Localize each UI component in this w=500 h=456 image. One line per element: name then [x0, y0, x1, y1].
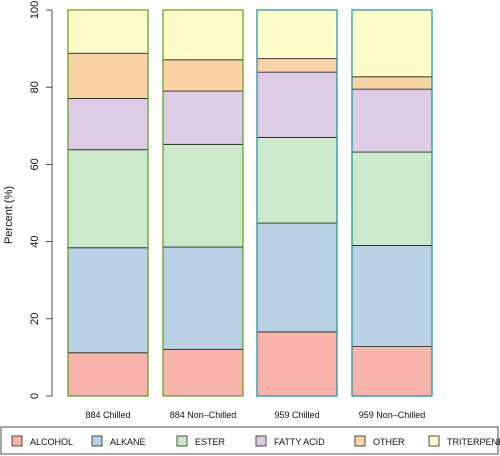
bars-group [67, 9, 433, 397]
y-tick-label: 20 [29, 313, 41, 325]
bar-segment-alcohol-3 [256, 331, 338, 397]
bar-segment-ester-3 [256, 136, 338, 224]
x-category-label: 884 Non–Chilled [170, 410, 237, 420]
bar-segment-ester-4 [351, 151, 433, 246]
bar-segment-other-4 [351, 76, 433, 90]
legend-swatch-alcohol [11, 435, 23, 447]
legend-label-triterpene: TRITERPENE [447, 437, 500, 447]
bar-segment-triterpene-3 [256, 9, 338, 60]
x-category-label: 884 Chilled [85, 410, 130, 420]
legend-swatch-triterpene [428, 435, 440, 447]
bar-segment-other-3 [256, 58, 338, 73]
bar-segment-triterpene-2 [162, 9, 244, 61]
bar-segment-alkane-4 [351, 245, 433, 347]
bar-segment-triterpene-4 [351, 9, 433, 78]
legend-swatch-alkane [91, 435, 103, 447]
legend-label-alkane: ALKANE [110, 437, 146, 447]
bar-segment-fatty-acid-2 [162, 90, 244, 145]
bar-segment-triterpene-1 [67, 9, 149, 54]
y-axis: 0 20 40 60 80 100 [29, 1, 53, 399]
legend-box [0, 426, 499, 455]
bar-segment-ester-2 [162, 143, 244, 248]
y-tick-label: 0 [29, 393, 41, 399]
legend-label-alcohol: ALCOHOL [30, 437, 73, 447]
bar-outline-3 [256, 9, 338, 397]
x-category-label: 959 Non–Chilled [359, 410, 426, 420]
legend-label-fatty-acid: FATTY ACID [274, 437, 325, 447]
bar-segment-alcohol-1 [67, 352, 149, 397]
bar-segment-ester-1 [67, 149, 149, 249]
y-tick-label: 60 [29, 158, 41, 170]
legend: ALCOHOL ALKANE ESTER FATTY ACID OTHER TRITERP… [0, 426, 500, 455]
x-category-label: 959 Chilled [274, 410, 319, 420]
y-tick-label: 40 [29, 235, 41, 247]
bar-segment-fatty-acid-4 [351, 88, 433, 153]
bar-segment-alkane-2 [162, 246, 244, 350]
x-axis-labels: 884 Chilled 884 Non–Chilled 959 Chilled 959… [85, 410, 425, 420]
legend-swatch-ester [176, 435, 188, 447]
bar-segment-alkane-1 [67, 247, 149, 354]
y-tick-label: 100 [29, 1, 41, 19]
y-axis-title: Percent (%) [3, 186, 15, 244]
bar-segment-alcohol-4 [351, 346, 433, 397]
bar-outline-4 [351, 9, 433, 397]
bar-segment-fatty-acid-3 [256, 71, 338, 138]
bar-segment-other-2 [162, 59, 244, 92]
bar-segment-alkane-3 [256, 222, 338, 333]
legend-label-ester: ESTER [195, 437, 226, 447]
bar-segment-alcohol-2 [162, 348, 244, 397]
bar-outline-1 [67, 9, 149, 397]
legend-swatch-other [354, 435, 366, 447]
bar-segment-fatty-acid-1 [67, 97, 149, 151]
legend-label-other: OTHER [373, 437, 405, 447]
bar-segment-other-1 [67, 52, 149, 99]
bar-outline-2 [162, 9, 244, 397]
y-tick-label: 80 [29, 81, 41, 93]
legend-swatch-fatty-acid [255, 435, 267, 447]
